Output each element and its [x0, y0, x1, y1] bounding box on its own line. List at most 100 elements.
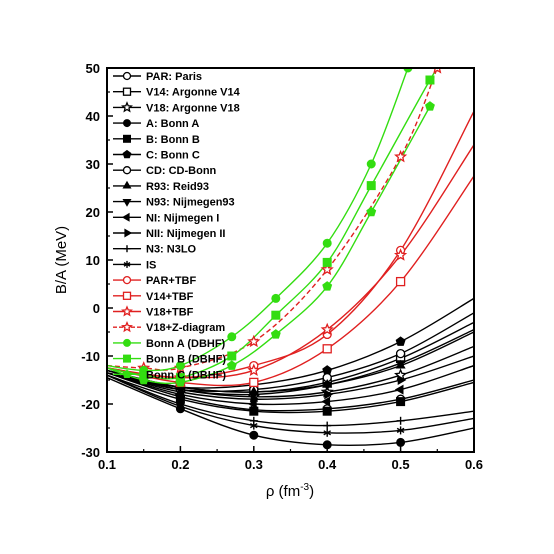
data-point-bonn-c-dbhf: [226, 360, 237, 370]
legend-marker: [122, 291, 132, 300]
markers-layer: [137, 68, 442, 450]
legend-marker: [122, 149, 132, 159]
data-point-bonn-a-dbhf: [322, 238, 332, 248]
legend-entry-nii-nijmegen-ii: NII: Nijmegen II: [113, 228, 225, 240]
y-tick-label: 40: [86, 109, 100, 124]
legend-marker: [123, 245, 131, 253]
data-point-n93-nijmegen93: [395, 360, 406, 369]
legend-label: R93: Reid93: [146, 181, 209, 193]
y-tick-label: 20: [86, 205, 100, 220]
curves-layer: [107, 68, 474, 447]
series-line-n93-nijmegen93: [107, 328, 474, 396]
data-point-bonn-c-dbhf: [425, 101, 435, 111]
series-line-a-bonn-a: [107, 376, 474, 447]
data-point-v18-z-diagram: [433, 68, 442, 74]
legend-entry-v14-argonne-v14: V14: Argonne V14: [113, 87, 241, 99]
data-point-c-bonn-c: [395, 336, 406, 346]
data-point-bonn-c-dbhf: [138, 374, 149, 385]
legend-entry-par-tbf: PAR+TBF: [113, 275, 196, 287]
legend-marker: [122, 369, 132, 379]
legend-marker: [121, 320, 133, 333]
series-line-n3-n3lo: [107, 374, 474, 427]
legend-entry-ni-nijmegen-i: NI: Nijmegen I: [113, 212, 219, 224]
legend-marker: [123, 119, 131, 128]
legend-label: Bonn C (DBHF): [146, 369, 226, 381]
legend-marker: [124, 228, 133, 238]
x-tick-label: 0.4: [318, 457, 337, 472]
legend-label: N3: N3LO: [146, 244, 197, 256]
data-point-c-bonn-c: [322, 365, 333, 375]
data-point-n93-nijmegen93: [322, 381, 333, 391]
data-point-bonn-c-dbhf: [366, 206, 377, 217]
legend-label: V18: Argonne V18: [146, 102, 240, 114]
data-point-b-bonn-b: [396, 397, 406, 407]
x-tick-label: 0.5: [392, 457, 410, 472]
legend-label: N93: Nijmegen93: [146, 197, 235, 209]
legend-label: V14: Argonne V14: [146, 87, 241, 99]
legend-label: PAR: Paris: [146, 71, 202, 83]
data-point-n3-n3lo: [396, 416, 405, 425]
x-tick-label: 0.6: [465, 457, 483, 472]
y-axis-label: B/A (MeV): [53, 226, 70, 294]
data-point-v18-z-diagram: [394, 149, 408, 163]
legend-label: V18+TBF: [146, 307, 194, 319]
data-point-bonn-b-dbhf: [227, 351, 237, 361]
y-tick-label: -30: [81, 445, 100, 460]
x-axis-label-main: ρ (fm: [266, 483, 300, 500]
legend-marker: [122, 275, 132, 285]
series-line-b-bonn-b: [107, 374, 474, 414]
data-point-v18-tbf: [320, 322, 334, 336]
data-point-nii-nijmegen-ii: [324, 389, 333, 400]
data-point-cd-cd-bonn: [395, 348, 406, 359]
legend-entry-v18-z-diagram: V18+Z-diagram: [113, 320, 225, 334]
legend-marker: [122, 166, 132, 175]
legend-marker: [122, 199, 132, 207]
legend-label: IS: [146, 259, 156, 271]
legend-marker: [122, 87, 132, 96]
y-tick-label: -20: [81, 397, 100, 412]
series-line-bonn-b-dbhf: [107, 68, 439, 380]
series-line-v18-z-diagram: [107, 68, 438, 371]
legend-label: NII: Nijmegen II: [146, 228, 225, 240]
y-tick-label: -10: [81, 349, 100, 364]
series-line-nii-nijmegen-ii: [107, 355, 474, 400]
data-point-v14-tbf: [395, 276, 406, 287]
data-point-ni-nijmegen-i: [321, 396, 331, 407]
data-point-ni-nijmegen-i: [394, 384, 404, 395]
legend-label: Bonn A (DBHF): [146, 338, 226, 350]
legend-entry-bonn-a-dbhf: Bonn A (DBHF): [113, 338, 226, 350]
x-axis-label: ρ (fm-3): [266, 482, 314, 500]
legend-entry-par-paris: PAR: Paris: [113, 71, 202, 83]
ticks-layer: 0.1 0.2 0.3 0.4 0.5 0.6 -30 -20 -10 0 10 20 30 40 50: [81, 61, 483, 472]
x-tick-label: 0.3: [245, 457, 263, 472]
data-point-a-bonn-a: [396, 437, 406, 447]
data-point-bonn-a-dbhf: [175, 361, 185, 371]
legend-entry-c-bonn-c: C: Bonn C: [113, 150, 200, 162]
legend-marker: [121, 101, 133, 113]
data-point-bonn-b-dbhf: [322, 257, 332, 267]
legend-marker: [121, 305, 133, 317]
legend-entry-b-bonn-b: B: Bonn B: [113, 134, 200, 146]
x-axis-label-end: ): [309, 483, 314, 500]
data-point-bonn-b-dbhf: [271, 310, 281, 320]
data-point-v18-z-diagram: [247, 334, 261, 348]
legend-marker: [123, 134, 131, 143]
legend-entry-v14-tbf: V14+TBF: [113, 291, 194, 303]
legend-entry-is: IS: [113, 259, 156, 271]
data-point-a-bonn-a: [249, 430, 259, 440]
data-point-bonn-c-dbhf: [270, 329, 281, 339]
legend-label: CD: CD-Bonn: [146, 165, 217, 177]
data-point-bonn-a-dbhf: [366, 159, 376, 169]
series-line-is: [107, 374, 474, 434]
legend-marker: [122, 71, 132, 81]
legend-entry-r93-reid93: R93: Reid93: [113, 180, 209, 193]
legend-label: B: Bonn B: [146, 134, 200, 146]
data-point-v14-tbf: [322, 344, 332, 354]
data-point-nii-nijmegen-ii: [177, 386, 187, 398]
data-point-v18-z-diagram: [320, 262, 334, 276]
data-point-nii-nijmegen-ii: [397, 374, 407, 386]
x-tick-label: 0.2: [171, 457, 189, 472]
legend-label: NI: Nijmegen I: [146, 212, 219, 224]
data-point-bonn-b-dbhf: [425, 75, 435, 85]
